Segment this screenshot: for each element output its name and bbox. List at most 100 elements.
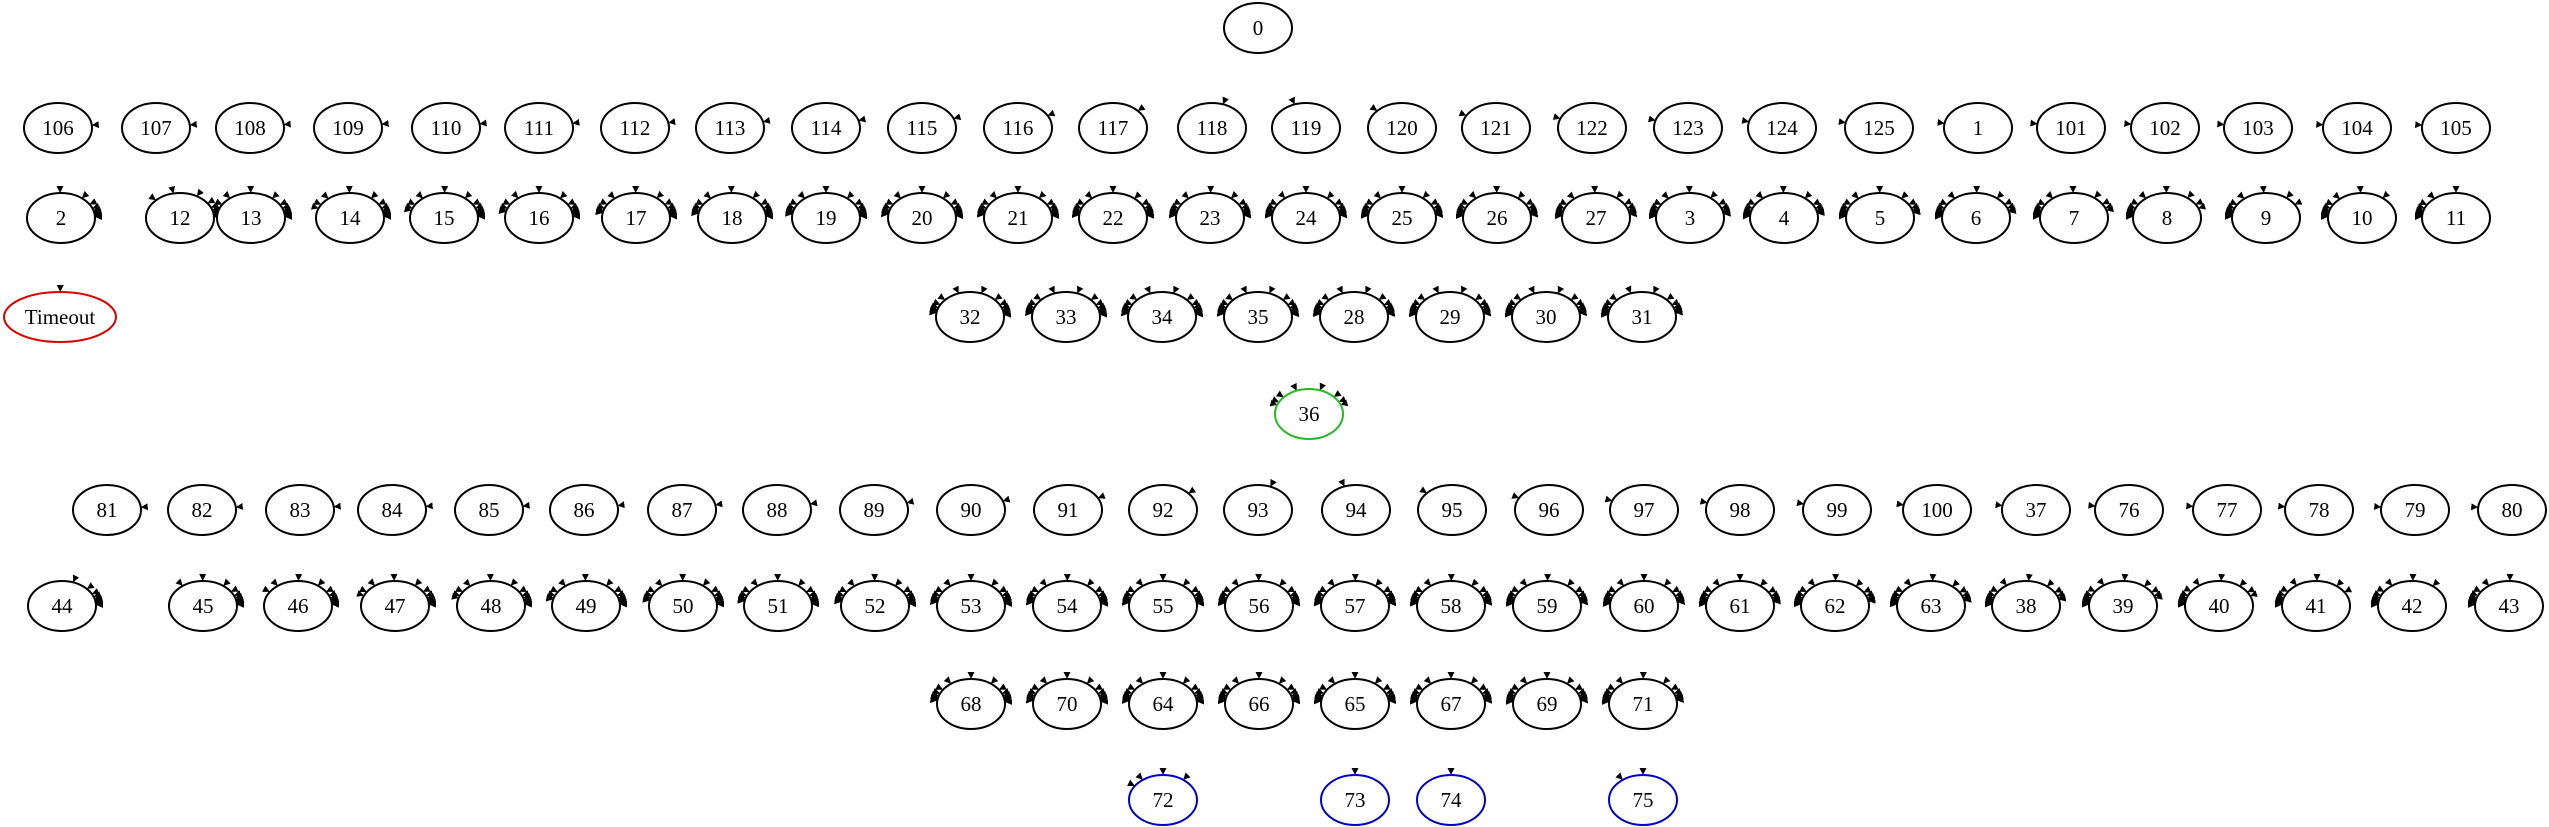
edge-90-to-54: [1039, 578, 1047, 586]
node-74: 74: [1416, 774, 1486, 826]
node-label: 82: [192, 498, 213, 522]
edge-88-to-54: [1028, 590, 1036, 597]
edge-59-to-71: [1615, 676, 1624, 684]
edge-46-to-64: [1122, 695, 1130, 703]
edge-125-to-27: [1627, 202, 1635, 210]
edge-116-to-11: [2414, 211, 2423, 219]
edge-24-to-32: [1001, 302, 1010, 310]
edge-110-to-16: [510, 190, 519, 199]
node-50: 50: [648, 580, 718, 632]
node-label: 42: [2402, 594, 2423, 618]
edge-27-to-30: [1557, 285, 1565, 294]
edge-1-to-3: [1721, 202, 1730, 210]
edge-91-to-45: [236, 598, 244, 605]
edge-118-to-7: [2033, 210, 2041, 218]
node-79: 79: [2380, 484, 2450, 536]
edge-24-to-29: [1417, 293, 1426, 300]
node-label: 45: [193, 594, 214, 618]
edge-97-to-51: [811, 598, 819, 605]
edge-98-to-52: [908, 598, 916, 605]
node-label: 80: [2502, 498, 2523, 522]
edge-86-to-52: [836, 590, 844, 597]
node-label: 41: [2306, 594, 2327, 618]
edge-0-to-115: [953, 113, 962, 120]
edge-57-to-70: [1097, 687, 1106, 695]
edge-20-to-35: [1218, 302, 1227, 310]
edge-94-to-58: [1423, 578, 1431, 586]
edge-22-to-29: [1410, 302, 1419, 310]
node-shape: [2001, 484, 2071, 536]
node-label: 91: [1058, 498, 1079, 522]
node-shape: [2327, 192, 2397, 244]
edge-108-to-14: [320, 191, 329, 199]
edge-95-to-49: [619, 598, 627, 605]
node-shape: [313, 102, 383, 154]
edge-81-to-39: [2081, 600, 2090, 608]
edge-123-to-4: [1755, 190, 1764, 199]
node-label: 67: [1441, 692, 1462, 716]
node-63: 63: [1896, 580, 1966, 632]
edge-83-to-45: [223, 578, 231, 586]
node-label: 111: [524, 116, 554, 140]
node-13: 13: [216, 192, 286, 244]
edge-58-to-69: [1519, 676, 1528, 684]
edge-83-to-61: [1698, 599, 1707, 607]
node-shape: [1128, 678, 1198, 730]
edge-104-to-26: [1530, 210, 1538, 218]
edge-103-to-10: [2332, 191, 2340, 199]
edge-60-to-68: [1004, 694, 1012, 702]
edge-80-to-43: [2506, 573, 2514, 582]
node-24: 24: [1271, 192, 1341, 244]
edge-60-to-65: [1385, 687, 1394, 695]
node-12: 12: [145, 192, 215, 244]
node-shape: [2231, 192, 2301, 244]
node-40: 40: [2184, 580, 2254, 632]
edge-25-to-35: [1282, 293, 1291, 300]
edge-84-to-56: [1218, 598, 1226, 605]
edge-86-to-50: [654, 578, 663, 587]
node-shape: [600, 102, 670, 154]
node-shape: [1032, 678, 1102, 730]
node-115: 115: [887, 102, 957, 154]
edge-100-to-62: [1855, 578, 1864, 587]
edge-0-to-120: [1369, 103, 1378, 111]
edge-96-to-56: [1290, 590, 1298, 597]
edge-123-to-6: [1936, 202, 1945, 210]
edge-48-to-64: [1122, 694, 1130, 702]
node-5: 5: [1845, 192, 1915, 244]
edge-77-to-40: [2218, 573, 2226, 582]
edge-89-to-49: [616, 590, 625, 597]
node-87: 87: [647, 484, 717, 536]
node-93: 93: [1223, 484, 1293, 536]
node-117: 117: [1078, 102, 1148, 154]
node-46: 46: [263, 580, 333, 632]
edge-22-to-34: [1144, 285, 1151, 294]
edge-101-to-7: [2069, 185, 2077, 194]
node-shape: [1561, 192, 1631, 244]
edge-25-to-29: [1432, 285, 1439, 294]
node-shape: [1462, 192, 1532, 244]
node-39: 39: [2088, 580, 2158, 632]
edge-103-to-19: [859, 211, 868, 219]
node-label: 52: [865, 594, 886, 618]
edge-80-to-42: [2432, 578, 2441, 587]
edge-96-to-52: [908, 596, 916, 604]
node-label: 21: [1008, 206, 1029, 230]
edge-121-to-19: [859, 209, 867, 217]
edge-103-to-8: [2187, 190, 2195, 198]
edge-87-to-59: [1506, 598, 1514, 605]
node-103: 103: [2223, 102, 2293, 154]
edge-23-to-35: [1240, 285, 1247, 294]
node-16: 16: [504, 192, 574, 244]
edge-93-to-39: [2082, 598, 2090, 605]
edge-103-to-9: [2259, 185, 2267, 194]
node-shape: [1078, 192, 1148, 244]
edge-31-to-36: [1340, 399, 1349, 407]
node-label: 40: [2209, 594, 2230, 618]
node-97: 97: [1609, 484, 1679, 536]
node-66: 66: [1224, 678, 1294, 730]
edge-85-to-45: [233, 590, 242, 597]
node-shape: [315, 192, 385, 244]
edge-80-to-60: [1677, 598, 1685, 605]
edge-99-to-59: [1578, 590, 1586, 597]
